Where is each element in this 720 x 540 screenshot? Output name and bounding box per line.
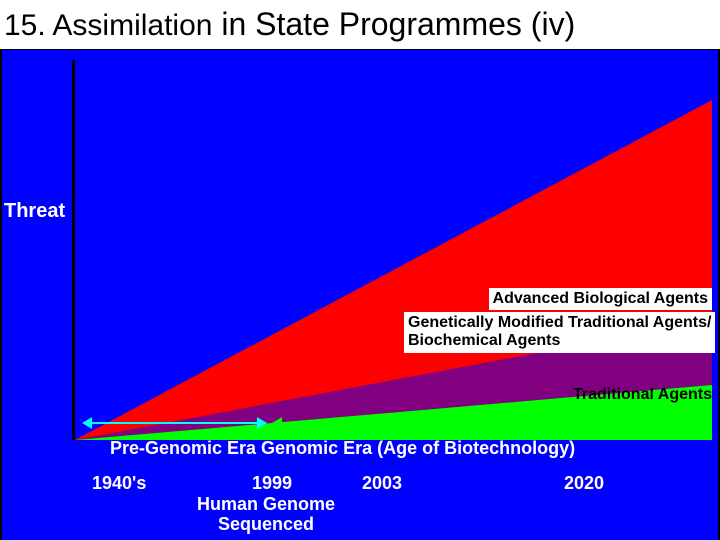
title-rest: in State Programmes (iv): [212, 6, 575, 42]
y-axis-label: Threat: [4, 200, 65, 223]
pre-genomic-arrow-line: [90, 422, 259, 424]
series-advanced-label: Advanced Biological Agents: [489, 288, 712, 310]
era-caption: Pre-Genomic Era Genomic Era (Age of Biot…: [110, 438, 575, 459]
series-traditional-label: Traditional Agents: [573, 386, 712, 404]
xtick-1999-sub: Human Genome Sequenced: [197, 495, 335, 535]
genomic-arrow-head-left: [272, 417, 282, 429]
series-gmo-biochem-label: Genetically Modified Traditional Agents/…: [404, 312, 715, 353]
genomic-arrow-line: [280, 422, 700, 424]
xtick-1999: 1999: [252, 473, 292, 494]
xtick-2003: 2003: [362, 473, 402, 494]
xtick-2020: 2020: [564, 473, 604, 494]
plot-region: Advanced Biological Agents Genetically M…: [72, 60, 712, 440]
pre-genomic-arrow-head-left: [82, 417, 92, 429]
pre-genomic-arrow-head-right: [257, 417, 267, 429]
slide-title: 15. Assimilation in State Programmes (iv…: [0, 0, 720, 50]
chart-area: Threat Advanced Biological Agents Geneti…: [2, 50, 718, 540]
title-mid: Assimilation: [46, 9, 213, 42]
title-number: 15.: [4, 9, 46, 42]
xtick-1940s: 1940's: [92, 473, 146, 494]
genomic-arrow-head-right: [698, 417, 708, 429]
